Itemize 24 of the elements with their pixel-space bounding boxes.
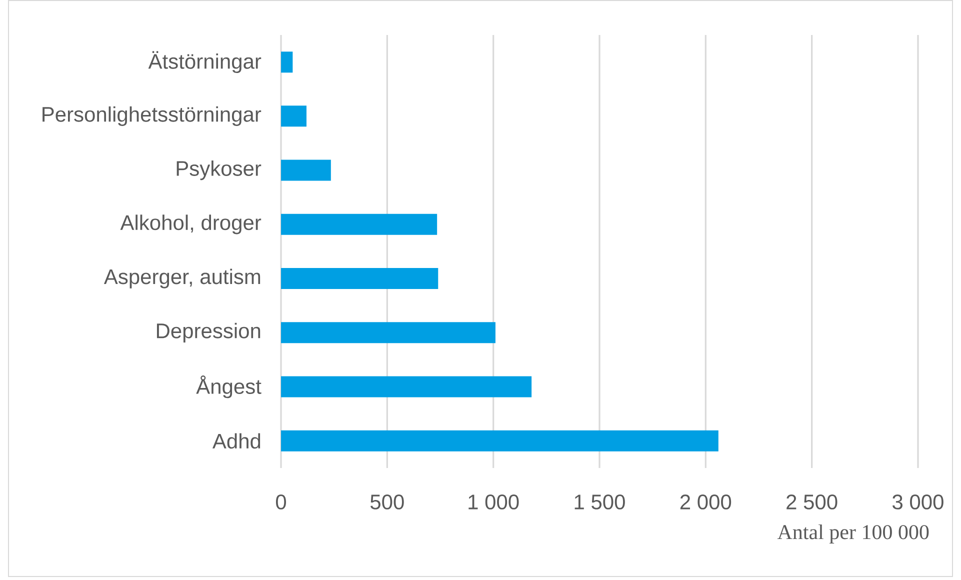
x-axis-title: Antal per 100 000 bbox=[777, 524, 929, 544]
y-tick-label: Psykoser bbox=[176, 160, 262, 180]
x-tick-label: 0 bbox=[276, 494, 286, 510]
bar bbox=[281, 322, 496, 344]
x-tick-label: 500 bbox=[370, 494, 404, 510]
y-tick-label: Asperger, autism bbox=[104, 268, 260, 288]
bar bbox=[281, 268, 438, 290]
bar bbox=[281, 376, 532, 398]
y-tick-label: Ätstörningar bbox=[148, 51, 262, 74]
x-tick-label: 1 500 bbox=[574, 494, 625, 510]
bar bbox=[281, 214, 438, 235]
bar bbox=[281, 52, 293, 73]
bar bbox=[281, 160, 331, 181]
x-tick-label: 2 500 bbox=[786, 494, 838, 510]
y-tick-label: Alkohol, droger bbox=[120, 214, 262, 234]
x-tick-label: 3 000 bbox=[892, 494, 944, 510]
bar bbox=[281, 106, 306, 127]
x-tick-label: 1 000 bbox=[468, 494, 519, 510]
bar bbox=[281, 430, 718, 452]
y-tick-label: Personlighetsstörningar bbox=[42, 106, 262, 126]
y-tick-label: Depression bbox=[156, 322, 260, 342]
x-tick-label: 2 000 bbox=[680, 494, 732, 510]
y-tick-label: Ångest bbox=[196, 375, 262, 398]
y-tick-label: Adhd bbox=[212, 433, 260, 449]
